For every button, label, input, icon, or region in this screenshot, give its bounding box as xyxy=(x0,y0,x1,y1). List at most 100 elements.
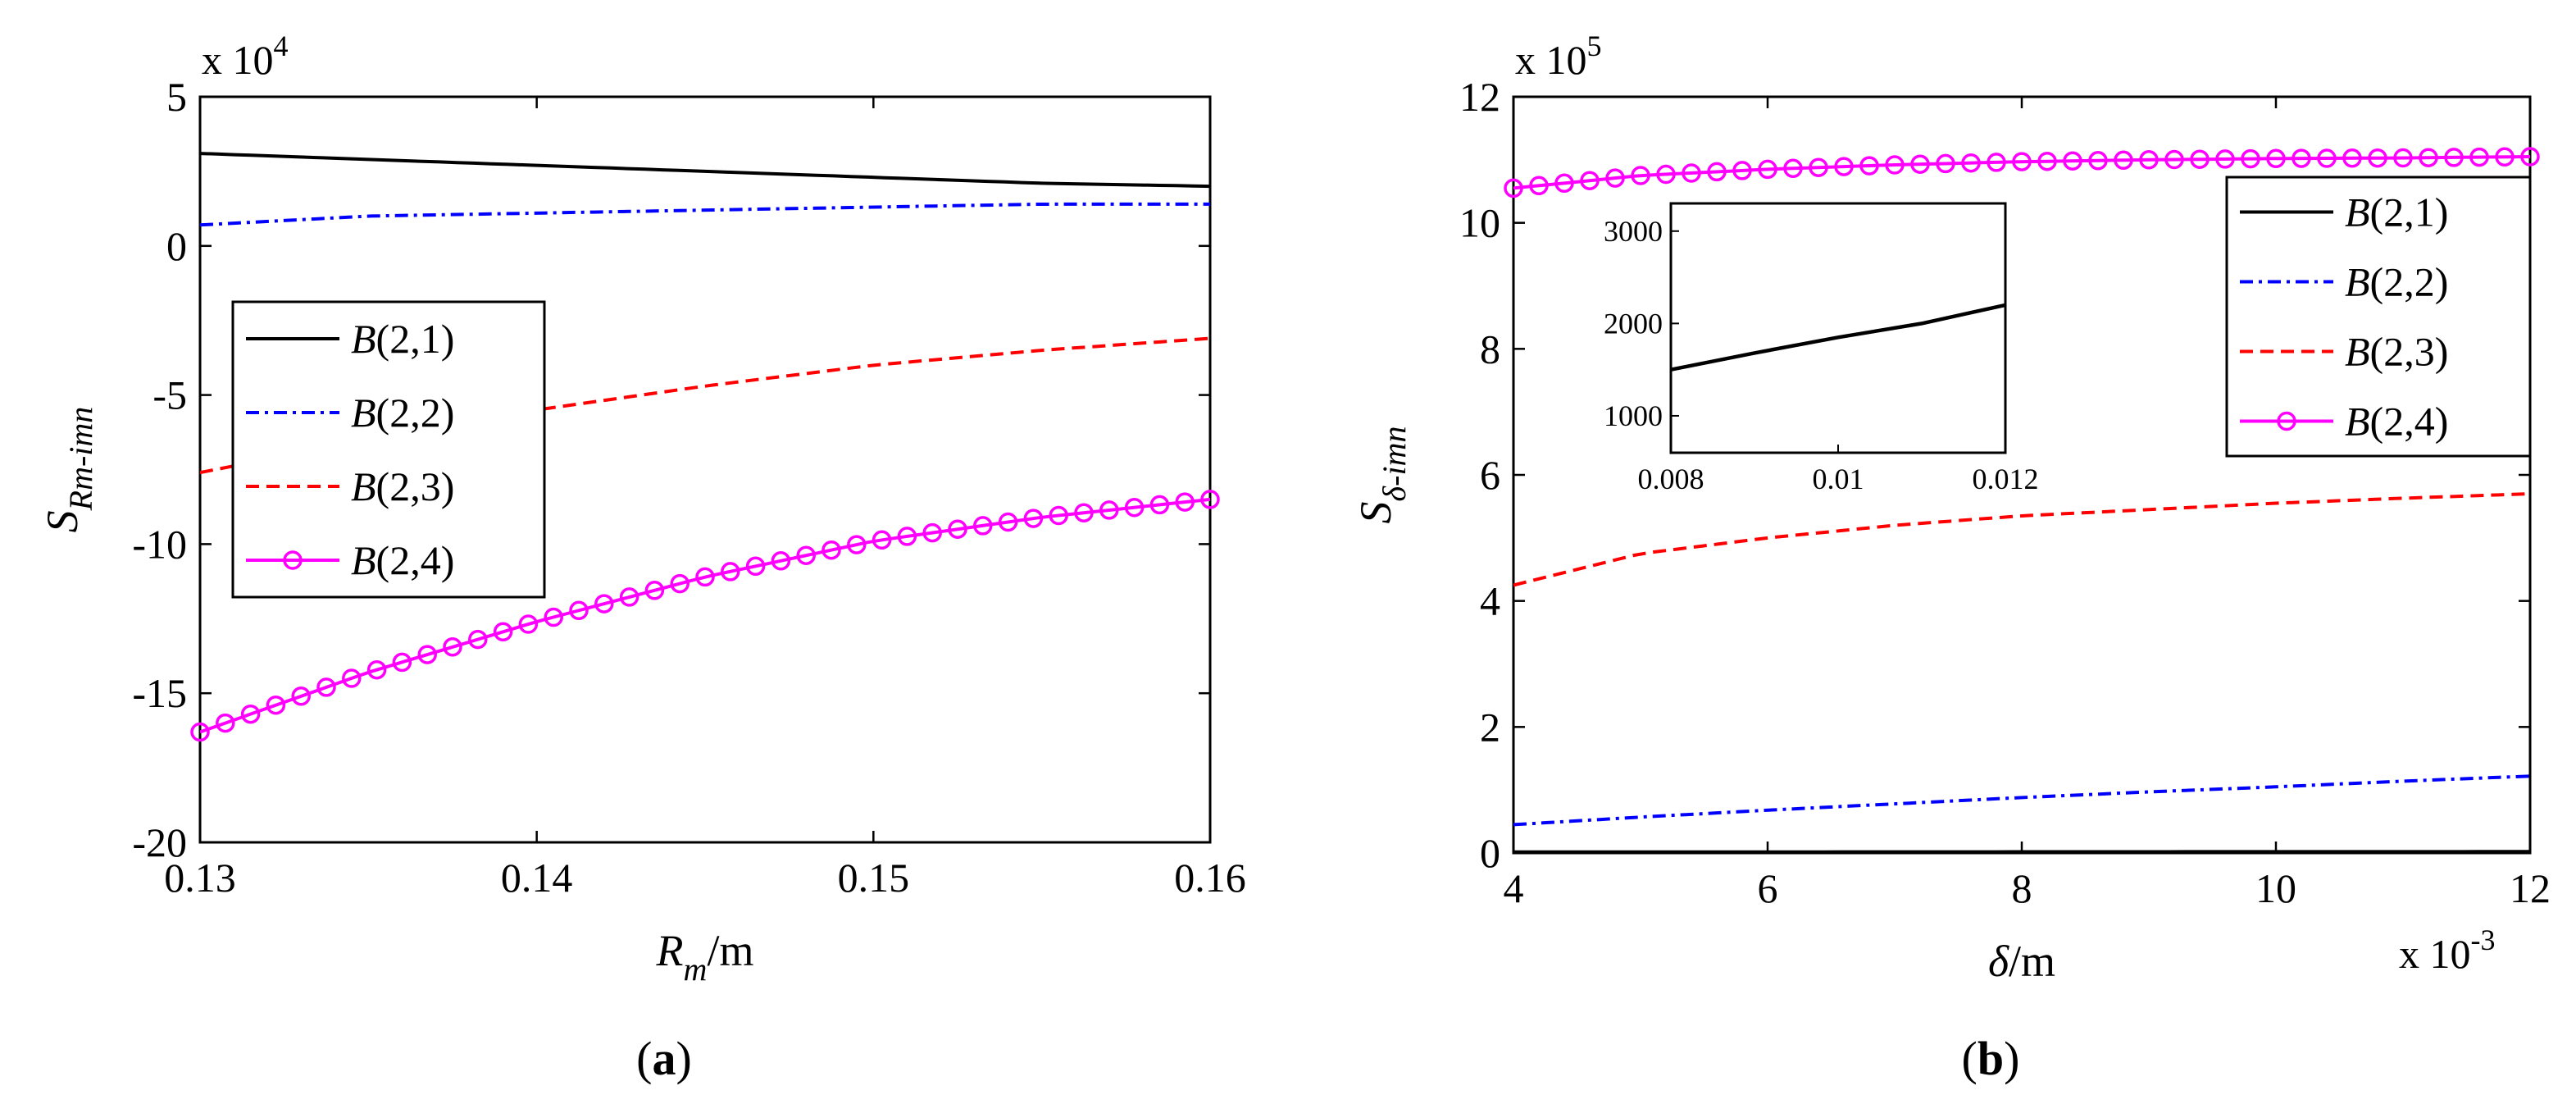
chart-b-series-24-marker xyxy=(2164,149,2184,170)
chart-a-series-24-marker xyxy=(1074,503,1094,522)
chart-a-series-24-marker xyxy=(594,594,614,614)
chart-b-series-24-marker xyxy=(1885,155,1905,175)
chart-a-series-24-marker xyxy=(721,562,740,582)
chart-b-inset-series-line xyxy=(1670,303,2006,372)
chart-b-series-24-marker xyxy=(1859,156,1879,176)
chart-b-ytick-label: 12 xyxy=(1459,74,1500,120)
chart-b-series-23-line xyxy=(1513,492,2530,587)
chart-b-inset-xtick-label: 0.01 xyxy=(1813,463,1864,495)
chart-b-series-24-marker xyxy=(1732,161,1752,180)
chart-a-series-24-marker xyxy=(897,527,917,546)
chart-b-legend-label: B(2,4) xyxy=(2345,399,2448,445)
chart-a-series-24-marker xyxy=(468,629,488,650)
chart-b-series-24-marker xyxy=(1987,153,2006,172)
chart-b-series-24-marker xyxy=(1936,153,1955,174)
chart-b-series-24-marker xyxy=(2342,148,2362,168)
chart-a-axes-box xyxy=(198,95,1212,844)
chart-b-series-24-marker xyxy=(1580,171,1600,190)
chart-a-series-24-marker xyxy=(240,704,261,724)
chart-a-series-24-marker xyxy=(922,522,942,543)
chart-b-series-24-marker xyxy=(1631,166,1650,185)
chart-a-xtick-label: 0.14 xyxy=(501,855,573,901)
chart-a-ytick-label: -15 xyxy=(132,670,187,716)
chart-b-series-24-marker xyxy=(1809,157,1828,177)
chart-a-series-24-marker xyxy=(569,600,589,621)
chart-b-xtick-label: 12 xyxy=(2510,865,2551,911)
chart-b-series-24-marker xyxy=(1910,154,1930,174)
chart-a-series-24-marker xyxy=(266,695,286,715)
chart-a-legend-label: B(2,3) xyxy=(351,463,454,509)
chart-b-series-24-marker xyxy=(2114,150,2133,171)
chart-b-series-24-marker xyxy=(2317,148,2337,168)
chart-b-ytick-label: 4 xyxy=(1480,578,1500,624)
chart-b-series-22-line xyxy=(1513,774,2530,827)
chart-a-series-24-marker xyxy=(544,607,563,627)
chart-a-ytick-label: -10 xyxy=(132,521,187,567)
chart-a-series-24-marker xyxy=(670,573,690,594)
chart-a-legend-label: B(2,2) xyxy=(351,390,454,436)
chart-a-legend-box xyxy=(231,300,546,599)
chart-b-ytick-label: 8 xyxy=(1480,326,1500,372)
chart-b-series-24-marker xyxy=(1682,163,1701,183)
chart-a-xtick-label: 0.13 xyxy=(164,855,236,901)
chart-b-legend-marker xyxy=(2277,411,2296,431)
chart-b-inset-ytick-label: 1000 xyxy=(1604,399,1663,432)
chart-a-series-24-marker xyxy=(1200,490,1220,509)
chart-a-series-24-marker xyxy=(518,614,539,634)
chart-a-xlabel: Rm/m xyxy=(656,926,754,988)
chart-a-series-24-marker xyxy=(644,581,665,600)
chart-b-xtick-label: 4 xyxy=(1504,865,1524,911)
chart-a-ytick-label: 0 xyxy=(166,223,187,269)
chart-b-series-24-marker xyxy=(2292,148,2311,168)
chart-b-legend-box xyxy=(2225,176,2532,458)
chart-a-series-24-marker xyxy=(973,516,993,536)
chart-a-series-24-marker xyxy=(443,637,462,657)
chart-a-series-24-marker xyxy=(796,545,816,565)
chart-b-series-24-marker xyxy=(2241,148,2260,169)
chart-a-series-24-marker xyxy=(1149,495,1170,515)
chart-a-series-24-marker xyxy=(847,535,867,554)
chart-b-ytick-label: 6 xyxy=(1480,452,1500,498)
chart-b-series-24-marker xyxy=(1758,159,1777,180)
chart-a-series-24-marker xyxy=(216,713,235,733)
chart-b-series-24-marker xyxy=(1707,162,1727,182)
chart-b-xtick-label: 6 xyxy=(1758,865,1778,911)
chart-b-series-21-line xyxy=(1513,850,2530,853)
chart-a-ytick-label: -20 xyxy=(132,819,187,865)
chart-b-series-24-marker xyxy=(2444,148,2464,167)
chart-a-legend-label: B(2,4) xyxy=(351,537,454,583)
chart-b-inset-ytick-label: 3000 xyxy=(1604,215,1663,248)
chart-a-ylabel: SRm-imn xyxy=(38,407,99,533)
chart-b-inset-xtick-label: 0.012 xyxy=(1973,463,2039,495)
chart-b-series-24-marker xyxy=(2037,151,2057,171)
chart-a-series-24-marker xyxy=(366,659,387,680)
chart-a-legend-label: B(2,1) xyxy=(351,316,454,362)
chart-a-series-24-marker xyxy=(821,540,841,560)
chart-b-series-24-marker xyxy=(2393,148,2413,168)
chart-b-series-24-marker xyxy=(2368,148,2387,168)
chart-b-ytick-label: 2 xyxy=(1480,704,1500,750)
chart-a-series-24-marker xyxy=(1099,500,1119,520)
chart-a-series-24-marker xyxy=(948,519,967,539)
chart-a-series-24-marker xyxy=(745,556,766,577)
chart-b-series-24-marker xyxy=(1605,168,1625,188)
chart-b-xtick-label: 8 xyxy=(2012,865,2032,911)
chart-b-y-multiplier: x 105 xyxy=(1515,30,1602,83)
chart-b-inset-box xyxy=(1669,202,2007,454)
chart-a-series-24-marker xyxy=(392,652,412,673)
chart-a-xtick-label: 0.16 xyxy=(1174,855,1246,901)
chart-a-legend-marker xyxy=(283,550,303,570)
chart-a-xtick-label: 0.15 xyxy=(838,855,910,901)
chart-b-series-24-marker xyxy=(1961,153,1981,173)
chart-a-series-24-marker xyxy=(998,512,1018,532)
chart-b-series-24-marker xyxy=(2088,151,2108,171)
chart-b-series-24-marker xyxy=(2139,150,2159,170)
chart-a-series-24-marker xyxy=(316,677,336,697)
chart-b-ytick-label: 10 xyxy=(1459,200,1500,246)
chart-a-series-24-marker xyxy=(417,645,437,664)
chart-a-series-22-line xyxy=(200,202,1210,227)
chart-a-series-24-marker xyxy=(872,530,892,550)
chart-b-series-24-marker xyxy=(2266,148,2286,169)
chart-a-series-24-marker xyxy=(342,668,362,688)
chart-a-series-24-marker xyxy=(1175,492,1195,512)
